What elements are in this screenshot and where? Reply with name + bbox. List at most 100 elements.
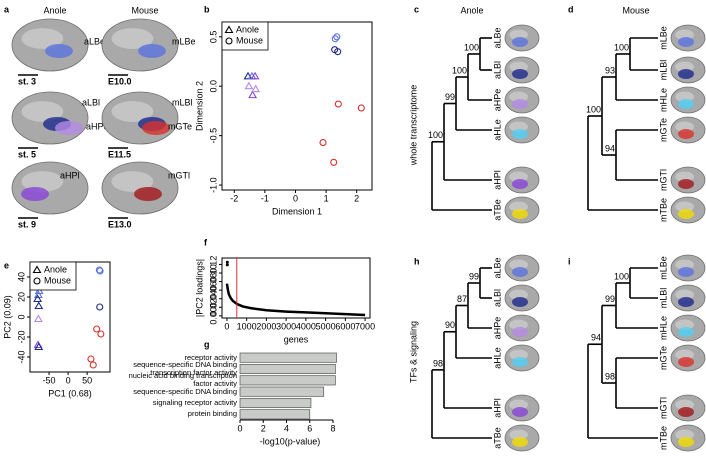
- tissue-highlight: [55, 121, 83, 135]
- point: [333, 33, 341, 41]
- panel-letter: i: [568, 256, 571, 266]
- point: [96, 303, 104, 311]
- leaf-label: mGTe: [658, 346, 668, 370]
- x-tick-label: 5000: [316, 321, 336, 331]
- tissue-highlight: [678, 407, 694, 417]
- leaf-label: aLBe: [492, 257, 502, 278]
- tissue-highlight: [512, 357, 528, 367]
- x-tick-label: 4000: [296, 321, 316, 331]
- category-label: sequence-specific DNA binding transcript…: [133, 360, 237, 377]
- embryo-shading: [675, 201, 694, 212]
- embryo-shading: [509, 121, 528, 132]
- point: [97, 330, 105, 338]
- legend-label: Anole: [236, 24, 259, 34]
- x-tick-label: 6000: [335, 321, 355, 331]
- tissue-highlight: [134, 187, 162, 201]
- tissue-highlight: [512, 37, 528, 47]
- embryo-shading: [675, 399, 694, 410]
- point: [33, 314, 43, 323]
- bar: [239, 409, 311, 420]
- y-tick-label: 0.12: [208, 256, 218, 274]
- bar: [239, 363, 336, 375]
- category-label: nucleic acid binding transcription facto…: [128, 371, 237, 389]
- tissue-highlight: [678, 69, 694, 79]
- y-tick-label: 0.0: [208, 80, 218, 93]
- x-tick-label: 2: [261, 423, 266, 433]
- point: [334, 48, 342, 56]
- panel-letter: e: [4, 260, 9, 270]
- y-axis-label: PC2 (0.09): [2, 295, 12, 339]
- tissue-highlight: [142, 121, 170, 135]
- embryo-shading: [111, 171, 154, 192]
- x-tick-label: -50: [43, 375, 56, 385]
- x-tick-label: 2: [354, 193, 359, 203]
- bootstrap-support: 94: [591, 333, 601, 343]
- stage-label: st. 5: [18, 149, 36, 159]
- embryo-shading: [675, 429, 694, 440]
- panel-letter: a: [4, 4, 10, 14]
- y-tick-label: 0.06: [208, 281, 218, 299]
- legend-symbol: [224, 25, 234, 34]
- tissue-highlight: [512, 69, 528, 79]
- embryo-shading: [21, 171, 64, 192]
- legend-symbol: [33, 277, 41, 285]
- tissue-highlight: [678, 209, 694, 219]
- tissue-highlight: [512, 209, 528, 219]
- embryo-shading: [509, 259, 528, 270]
- legend-symbol: [32, 265, 42, 274]
- point: [33, 294, 43, 303]
- embryo-shading: [509, 399, 528, 410]
- tissue-highlight: [512, 407, 528, 417]
- point: [225, 263, 229, 267]
- embryo-shading: [509, 201, 528, 212]
- embryo-shading: [509, 29, 528, 40]
- leaf-label: mTBe: [658, 426, 668, 450]
- leaf-label: mGTe: [658, 118, 668, 142]
- legend-label: Anole: [44, 264, 67, 274]
- category-label: sequence-specific DNA binding: [133, 386, 237, 396]
- embryo-shading: [675, 91, 694, 102]
- panel-letter: d: [568, 4, 574, 14]
- stage-label: E11.5: [108, 149, 131, 159]
- tissue-highlight: [678, 297, 694, 307]
- panel-letter: c: [414, 4, 419, 14]
- x-tick-label: 6: [307, 423, 312, 433]
- tissue-highlight: [512, 129, 528, 139]
- y-tick-label: 0.02: [208, 299, 218, 317]
- x-axis-label: -log10(p-value): [260, 436, 321, 446]
- column-header: Anole: [43, 5, 66, 15]
- leaf-label: aTBe: [492, 427, 502, 449]
- point: [357, 104, 365, 112]
- tissue-highlight: [678, 327, 694, 337]
- tissue-highlight: [678, 357, 694, 367]
- tissue-highlight: [512, 297, 528, 307]
- panel-letter: g: [204, 339, 210, 349]
- row-label: TFs & signaling: [408, 321, 418, 383]
- tissue-label: aHPe: [86, 121, 109, 131]
- point: [330, 158, 338, 166]
- bootstrap-support: 100: [464, 42, 479, 52]
- leaf-label: aHPl: [492, 398, 502, 418]
- y-tick-label: -0.5: [208, 128, 218, 144]
- bootstrap-support: 100: [614, 271, 629, 281]
- tissue-highlight: [678, 179, 694, 189]
- point: [93, 325, 101, 333]
- x-tick-label: 0: [237, 423, 242, 433]
- point: [251, 84, 261, 93]
- y-tick-label: -40: [16, 350, 26, 363]
- x-axis-label: Dimension 1: [272, 206, 322, 216]
- point: [248, 90, 258, 99]
- y-tick-label: 0.10: [208, 264, 218, 282]
- embryo-shading: [509, 349, 528, 360]
- embryo-shading: [675, 121, 694, 132]
- column-header: Mouse: [131, 5, 158, 15]
- line: [225, 283, 366, 317]
- y-tick-label: 0.5: [208, 31, 218, 44]
- y-tick-label: 40: [16, 272, 26, 282]
- embryo-shading: [675, 171, 694, 182]
- tissue-highlight: [512, 267, 528, 277]
- y-tick-label: 0.04: [208, 290, 218, 308]
- column-header: Anole: [460, 5, 483, 15]
- tissue-highlight: [678, 267, 694, 277]
- panel-letter: h: [414, 256, 420, 266]
